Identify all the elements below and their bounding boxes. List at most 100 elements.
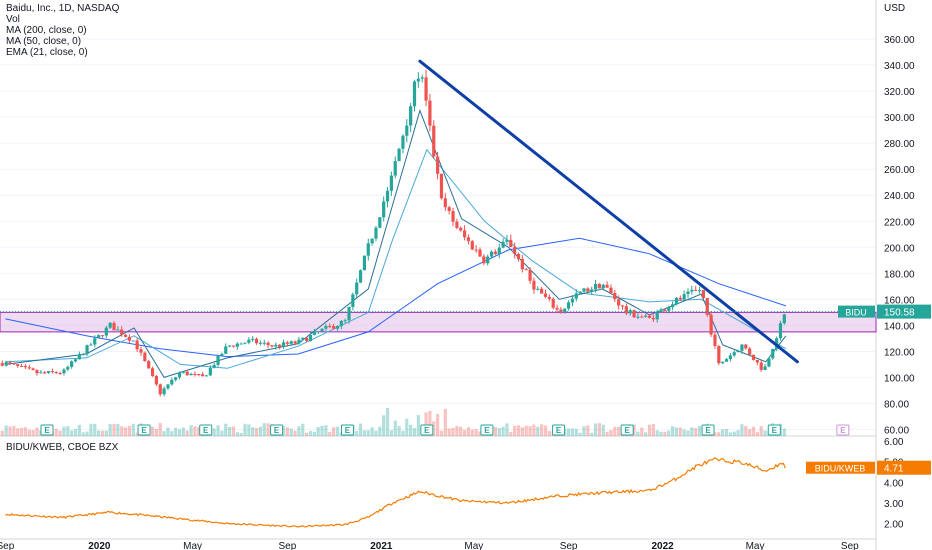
- volume-bar-108: [416, 415, 420, 436]
- earnings-label-6: E: [484, 426, 490, 435]
- candle-body-36: [139, 349, 143, 353]
- trendline-group[interactable]: [418, 59, 799, 364]
- volume-bar-180: [694, 428, 698, 436]
- candle-body-69: [266, 342, 270, 346]
- legend-ma200[interactable]: MA (200, close, 0): [6, 25, 87, 36]
- earnings-marker-4: [340, 424, 354, 436]
- candle-body-28: [108, 322, 112, 328]
- volume-bar-147: [566, 428, 571, 436]
- ratio-pane[interactable]: [5, 457, 786, 528]
- candle-body-159: [613, 293, 617, 300]
- candle-body-88: [339, 320, 343, 327]
- volume-bar-87: [335, 426, 340, 436]
- candle-body-174: [671, 304, 675, 308]
- candle-body-181: [697, 290, 702, 292]
- price-tick-0: 360.00: [884, 35, 915, 46]
- volume-bar-41: [158, 423, 162, 436]
- legend-vol[interactable]: Vol: [6, 14, 20, 25]
- candle-body-47: [181, 371, 185, 373]
- volume-bar-122: [470, 429, 474, 436]
- volume-bar-23: [89, 423, 93, 436]
- price-tick-7: 220.00: [884, 217, 915, 228]
- earnings-marker-7: [552, 424, 566, 436]
- candle-body-118: [455, 221, 459, 228]
- volume-bar-141: [543, 425, 548, 436]
- volume-bar-44: [170, 431, 174, 436]
- volume-bar-28: [108, 424, 112, 436]
- volume-bar-132: [509, 431, 513, 436]
- candle-body-22: [85, 345, 89, 355]
- candle-body-145: [559, 309, 563, 313]
- candle-body-139: [536, 288, 540, 290]
- candle-body-96: [370, 238, 374, 244]
- candle-body-48: [185, 371, 189, 376]
- candle-body-116: [447, 207, 451, 212]
- candle-body-77: [297, 339, 301, 344]
- candle-body-54: [208, 367, 212, 376]
- volume-bar-140: [540, 424, 544, 436]
- volume-bar-39: [150, 426, 155, 436]
- candle-body-85: [328, 325, 332, 327]
- candle-body-20: [77, 354, 81, 360]
- candle-body-142: [547, 296, 551, 299]
- candle-body-49: [189, 373, 193, 376]
- candles[interactable]: [0, 69, 786, 397]
- earnings-marker-9: [701, 424, 715, 436]
- ratio-legend[interactable]: BIDU/KWEB, CBOE BZX: [6, 442, 119, 453]
- volume-bar-197: [759, 426, 763, 436]
- price-tick-13: 100.00: [884, 373, 915, 384]
- candle-body-38: [147, 361, 151, 369]
- volume-bar-96: [370, 427, 374, 436]
- volume-bar-112: [432, 421, 436, 436]
- candle-body-94: [362, 255, 367, 271]
- candle-body-164: [632, 310, 636, 318]
- legend-ma50[interactable]: MA (50, close, 0): [6, 36, 82, 47]
- legend-ema21[interactable]: EMA (21, close, 0): [6, 47, 88, 58]
- candle-body-148: [570, 298, 575, 303]
- candle-body-34: [131, 340, 135, 342]
- legend-title[interactable]: Baidu, Inc., 1D, NASDAQ: [6, 3, 120, 14]
- volume-bar-95: [366, 430, 370, 436]
- candle-body-134: [516, 253, 521, 259]
- volume-bar-114: [439, 430, 444, 436]
- earnings-label-9: E: [705, 426, 711, 435]
- candle-body-138: [532, 280, 536, 290]
- candle-body-63: [243, 342, 247, 344]
- candle-body-104: [401, 135, 405, 149]
- candle-body-129: [497, 247, 501, 255]
- candle-body-167: [644, 315, 648, 317]
- volume-bar-185: [713, 432, 717, 436]
- volume-bar-159: [613, 426, 617, 436]
- time-tick-6: Sep: [560, 541, 578, 550]
- volume-bars: [0, 407, 786, 436]
- candle-body-185: [713, 334, 717, 346]
- volume-bar-48: [185, 430, 189, 436]
- candle-body-83: [320, 328, 324, 332]
- volume-bar-16: [62, 426, 66, 436]
- candle-body-26: [100, 335, 105, 337]
- volume-bar-45: [174, 427, 178, 436]
- volume-bar-74: [285, 427, 289, 436]
- candle-body-125: [482, 256, 486, 264]
- candle-body-160: [617, 299, 621, 306]
- price-tick-2: 320.00: [884, 87, 915, 98]
- candle-body-112: [432, 125, 436, 157]
- volume-bar-27: [104, 430, 108, 436]
- ma200-line: [5, 237, 787, 358]
- candle-body-16: [62, 369, 66, 374]
- price-tag-symbol-bg: [838, 305, 875, 318]
- candle-body-196: [755, 359, 759, 363]
- candle-body-35: [135, 340, 139, 350]
- candle-body-169: [651, 317, 655, 320]
- volume-bar-130: [501, 426, 505, 436]
- volume-bar-177: [682, 429, 686, 436]
- candle-body-151: [582, 288, 586, 292]
- candle-body-60: [231, 345, 236, 347]
- candle-body-101: [389, 175, 393, 191]
- volume-bar-123: [474, 429, 478, 436]
- candle-body-66: [254, 338, 259, 344]
- candle-body-203: [782, 314, 786, 324]
- candle-body-166: [640, 316, 644, 318]
